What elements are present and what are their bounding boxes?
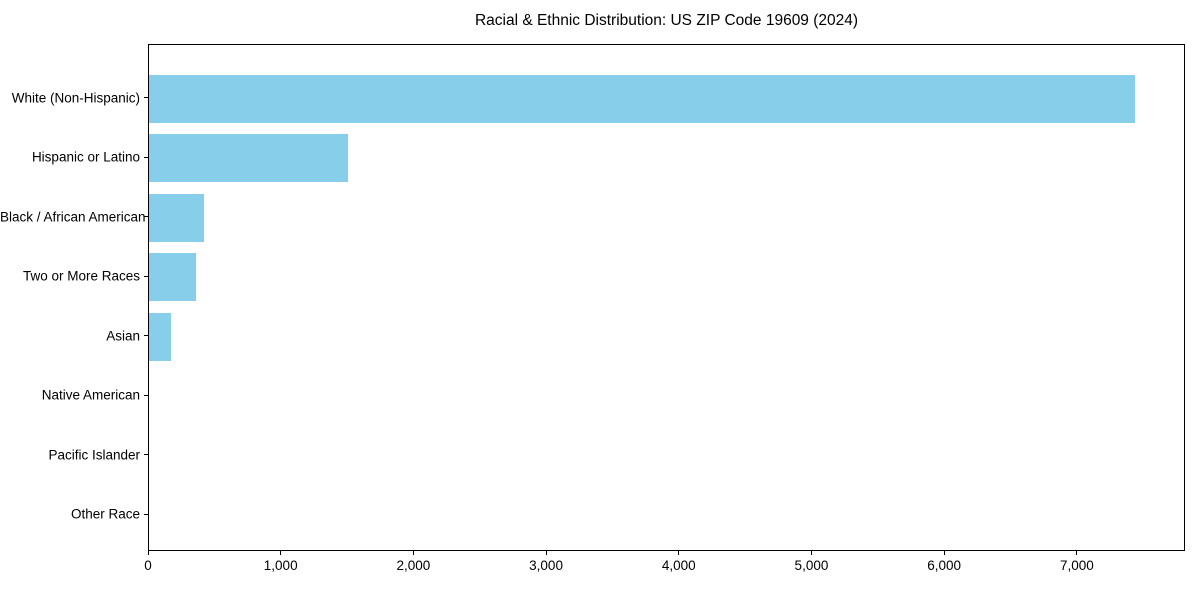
chart-title: Racial & Ethnic Distribution: US ZIP Cod… (474, 12, 859, 29)
bar (149, 134, 349, 182)
x-tick-label: 2,000 (396, 558, 431, 573)
x-tick-label: 0 (144, 558, 152, 573)
category-label: Black / African American (0, 209, 146, 224)
x-tick-mark (810, 551, 812, 555)
bar (149, 193, 205, 242)
y-tick-mark (144, 454, 148, 455)
x-tick-label: 3,000 (529, 558, 563, 573)
x-tick-label: 1,000 (263, 558, 298, 573)
y-tick-mark (144, 394, 148, 396)
x-tick-mark (1076, 551, 1078, 555)
category-label: White (Non-Hispanic) (11, 90, 140, 105)
x-tick-mark (412, 551, 414, 555)
x-tick-mark (280, 551, 282, 555)
x-tick-label: 6,000 (927, 558, 962, 573)
category-label: Other Race (70, 506, 140, 522)
x-tick-label: 4,000 (661, 558, 696, 573)
category-label: Native American (41, 387, 140, 403)
y-tick-mark (144, 335, 148, 336)
category-label: Asian (106, 328, 140, 343)
y-tick-mark (144, 275, 148, 277)
x-tick-label: 7,000 (1059, 558, 1094, 573)
bar (149, 312, 171, 361)
x-tick-mark (678, 551, 680, 555)
category-label: Two or More Races (22, 268, 140, 284)
bar (149, 253, 197, 301)
bar (149, 74, 1135, 123)
x-tick-mark (147, 551, 149, 555)
y-tick-mark (144, 216, 148, 217)
x-tick-mark (545, 551, 547, 555)
category-label: Pacific Islander (48, 447, 140, 462)
category-label: Hispanic or Latino (31, 149, 140, 165)
y-tick-mark (144, 97, 148, 98)
y-tick-mark (144, 156, 148, 158)
plot-area (148, 44, 1185, 551)
x-tick-label: 5,000 (794, 558, 829, 573)
y-tick-mark (144, 513, 148, 515)
x-tick-mark (943, 551, 945, 555)
